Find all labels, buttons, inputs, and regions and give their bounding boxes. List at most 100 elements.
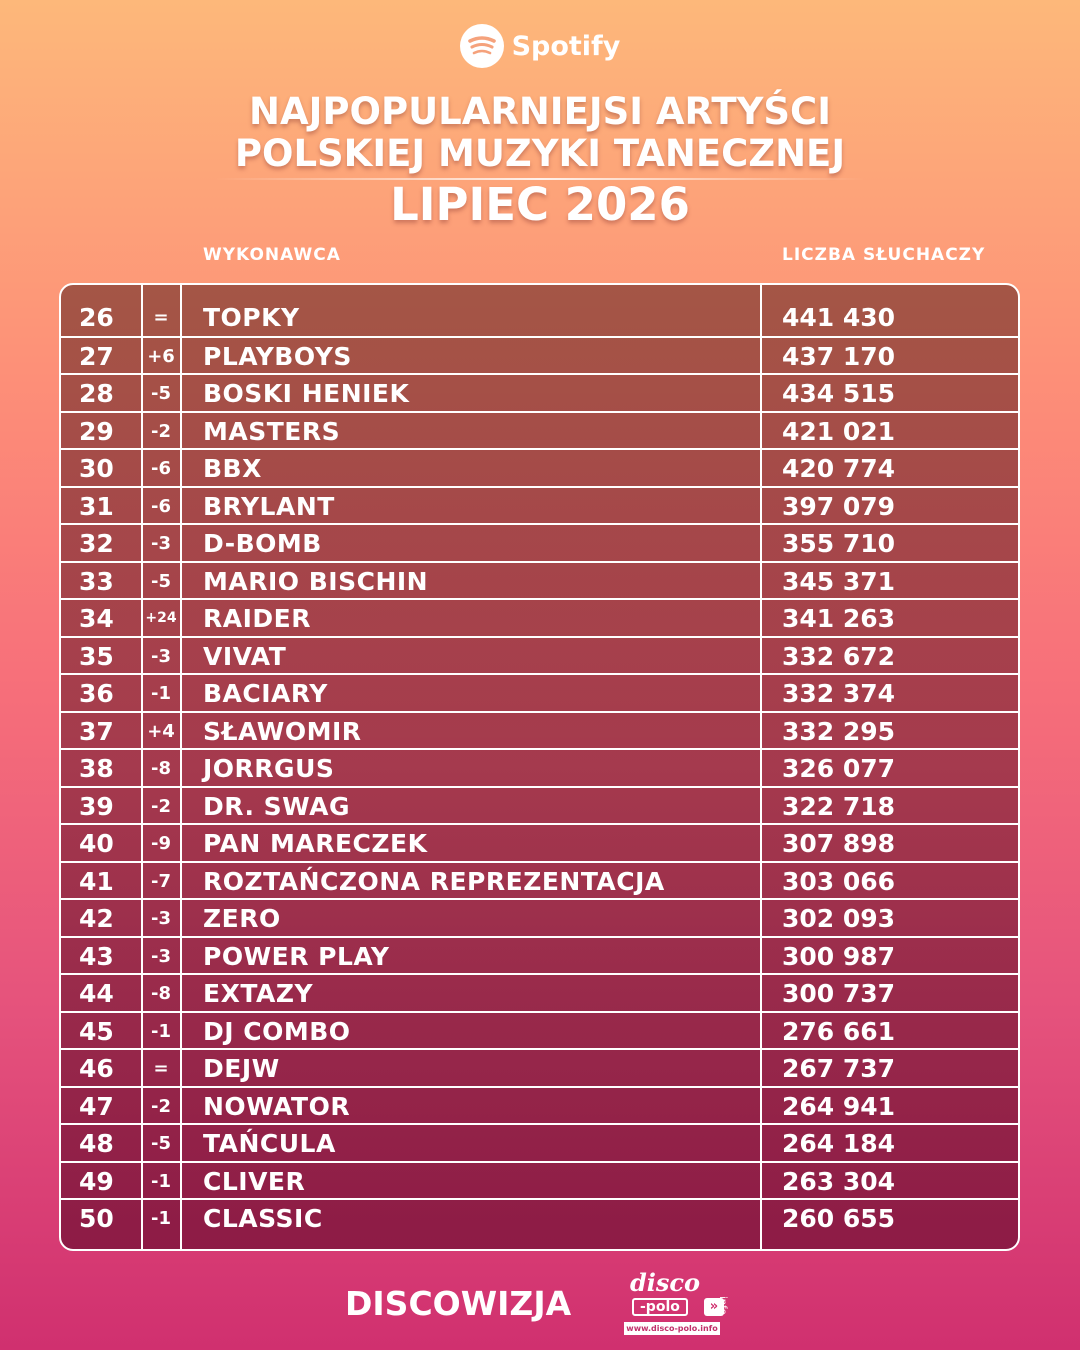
rank-cell: 48	[79, 1129, 114, 1158]
table-divider	[141, 285, 143, 1249]
logo-suffix: info	[717, 1296, 728, 1315]
table-row: 31 -6 BRYLANT 397 079	[61, 485, 1018, 524]
artist-cell: VIVAT	[203, 641, 287, 671]
artist-cell: ZERO	[203, 904, 281, 933]
table-row: 32 -3 D-BOMB 355 710	[61, 523, 1018, 561]
rank-cell: 30	[79, 454, 114, 483]
listeners-cell: 326 077	[782, 754, 896, 783]
table-divider	[180, 285, 182, 1249]
artist-cell: PLAYBOYS	[203, 341, 352, 371]
change-cell: -1	[151, 1170, 171, 1192]
artist-cell: RAIDER	[203, 604, 311, 633]
artist-cell: ROZTAŃCZONA REPREZENTACJA	[203, 866, 665, 896]
brand-name: Spotify	[511, 30, 621, 62]
rank-cell: 36	[79, 679, 114, 708]
table-row: 44 -8 EXTAZY 300 737	[61, 973, 1018, 1011]
artist-cell: CLASSIC	[203, 1204, 323, 1233]
rank-cell: 49	[79, 1166, 114, 1196]
spotify-brand: Spotify	[0, 24, 1080, 68]
change-cell: -2	[151, 420, 171, 442]
rank-cell: 44	[79, 979, 114, 1008]
change-cell: -5	[151, 383, 171, 404]
table-row: 37 +4 SŁAWOMIR 332 295	[61, 710, 1018, 749]
page-title-line1: NAJPOPULARNIEJSI ARTYŚCI	[249, 90, 831, 133]
table-row: 43 -3 POWER PLAY 300 987	[61, 935, 1018, 974]
rank-cell: 41	[79, 866, 114, 896]
table-row: 29 -2 MASTERS 421 021	[61, 410, 1018, 449]
table-row: 48 -5 TAŃCULA 264 184	[61, 1123, 1018, 1161]
rank-cell: 32	[79, 529, 114, 558]
table-row: 42 -3 ZERO 302 093	[61, 898, 1018, 936]
change-cell: -2	[151, 795, 171, 817]
table-row: 33 -5 MARIO BISCHIN 345 371	[61, 560, 1018, 599]
rank-cell: 29	[79, 416, 114, 446]
listeners-cell: 300 737	[782, 979, 896, 1008]
table-row: 49 -1 CLIVER 263 304	[61, 1160, 1018, 1199]
table-row: 35 -3 VIVAT 332 672	[61, 635, 1018, 674]
logo-word-disco: disco	[630, 1268, 701, 1297]
change-cell: -3	[151, 533, 171, 554]
table-row: 46 = DEJW 267 737	[61, 1048, 1018, 1086]
table-row: 38 -8 JORRGUS 326 077	[61, 748, 1018, 786]
table-row: 47 -2 NOWATOR 264 941	[61, 1085, 1018, 1124]
artist-cell: DEJW	[203, 1054, 280, 1083]
artist-cell: PAN MARECZEK	[203, 829, 428, 858]
page-subtitle: LIPIEC 2026	[390, 178, 690, 231]
artist-cell: CLIVER	[203, 1166, 306, 1196]
rank-cell: 50	[79, 1204, 114, 1233]
artist-cell: BOSKI HENIEK	[203, 379, 410, 408]
rank-cell: 37	[79, 716, 114, 746]
discowizja-logo: DISCOWIZJA	[345, 1284, 572, 1323]
listeners-cell: 441 430	[782, 303, 896, 332]
artist-cell: EXTAZY	[203, 979, 314, 1008]
listeners-cell: 263 304	[782, 1166, 896, 1196]
table-divider	[760, 285, 762, 1249]
change-cell: -1	[151, 683, 171, 704]
listeners-cell: 341 263	[782, 604, 896, 633]
artist-cell: TAŃCULA	[203, 1129, 336, 1158]
column-header-artist: WYKONAWCA	[203, 245, 341, 265]
artist-cell: D-BOMB	[203, 529, 322, 558]
change-cell: -1	[151, 1020, 171, 1042]
table-row: 36 -1 BACIARY 332 374	[61, 673, 1018, 711]
table-row: 28 -5 BOSKI HENIEK 434 515	[61, 373, 1018, 411]
change-cell: -8	[151, 983, 171, 1004]
artist-cell: BBX	[203, 454, 262, 483]
listeners-cell: 355 710	[782, 529, 896, 558]
rank-cell: 45	[79, 1016, 114, 1046]
rank-cell: 47	[79, 1091, 114, 1121]
table-row: 39 -2 DR. SWAG 322 718	[61, 785, 1018, 824]
artist-cell: BRYLANT	[203, 491, 335, 521]
rank-cell: 43	[79, 941, 114, 971]
change-cell: -3	[151, 945, 171, 967]
rank-cell: 40	[79, 829, 114, 858]
listeners-cell: 276 661	[782, 1016, 896, 1046]
change-cell: +6	[147, 345, 175, 367]
table-row: 27 +6 PLAYBOYS 437 170	[61, 335, 1018, 374]
listeners-cell: 300 987	[782, 941, 896, 971]
change-cell: =	[153, 307, 169, 328]
column-header-listeners: LICZBA SŁUCHACZY	[782, 245, 986, 265]
change-cell: -7	[151, 870, 171, 892]
listeners-cell: 322 718	[782, 791, 896, 821]
rank-cell: 28	[79, 379, 114, 408]
listeners-cell: 332 374	[782, 679, 896, 708]
change-cell: -5	[151, 1133, 171, 1154]
listeners-cell: 307 898	[782, 829, 896, 858]
rank-cell: 31	[79, 491, 114, 521]
table-row: 26 = TOPKY 441 430	[61, 299, 1018, 337]
rank-cell: 27	[79, 341, 114, 371]
listeners-cell: 267 737	[782, 1054, 896, 1083]
listeners-cell: 437 170	[782, 341, 896, 371]
change-cell: -9	[151, 833, 171, 854]
table-row: 45 -1 DJ COMBO 276 661	[61, 1010, 1018, 1049]
change-cell: =	[153, 1058, 169, 1079]
listeners-cell: 397 079	[782, 491, 896, 521]
table-row: 41 -7 ROZTAŃCZONA REPREZENTACJA 303 066	[61, 860, 1018, 899]
rank-cell: 39	[79, 791, 114, 821]
artist-cell: BACIARY	[203, 679, 328, 708]
artist-cell: POWER PLAY	[203, 941, 390, 971]
artist-cell: NOWATOR	[203, 1091, 351, 1121]
listeners-cell: 421 021	[782, 416, 896, 446]
artist-cell: JORRGUS	[203, 754, 335, 783]
